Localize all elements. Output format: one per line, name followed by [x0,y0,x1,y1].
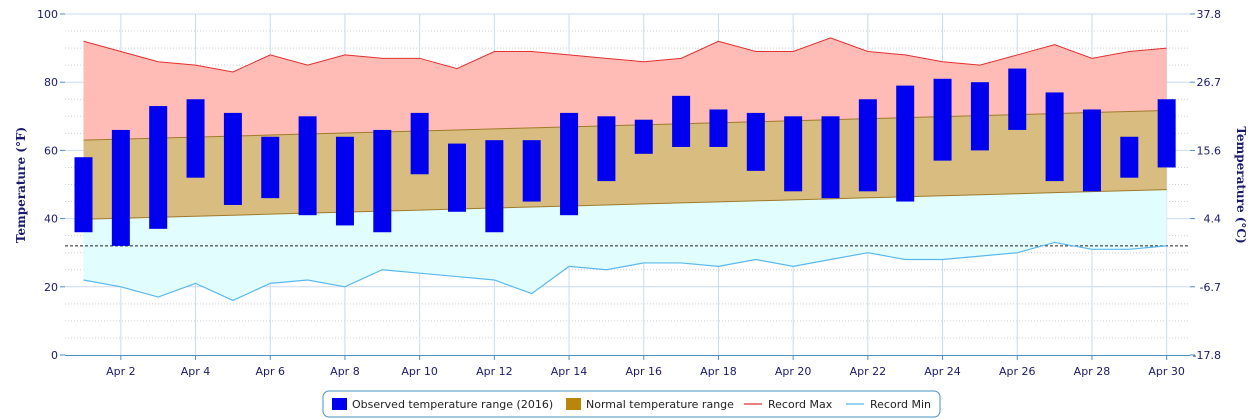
y-left-tick-label: 60 [44,144,58,157]
observed-bar [448,143,466,212]
observed-bar [111,129,130,246]
x-tick-label: Apr 28 [1074,365,1111,378]
y-left-tick-label: 0 [51,349,58,362]
normal-range-band [83,110,1167,220]
legend-label: Record Min [870,398,931,411]
record-min-line [83,241,1167,302]
observed-bar [1157,99,1176,168]
record-low-band [83,189,1167,301]
legend-label: Normal temperature range [586,398,734,411]
y-right-tick-label: 15.6 [1197,144,1222,157]
x-tick-label: Apr 20 [775,365,812,378]
band-areas [65,37,1190,301]
y-axis-left-title: Temperature (°F) [14,127,28,243]
observed-bar [522,140,541,202]
legend-swatch [332,398,347,410]
x-tick-label: Apr 18 [700,365,737,378]
record-lines [83,37,1167,302]
y-left-tick-label: 40 [44,213,58,226]
observed-bar [410,112,429,175]
legend-swatch [566,398,581,410]
observed-bar [1082,109,1101,192]
y-left-tick-label: 20 [44,281,58,294]
observed-bar [223,112,242,205]
y-right-tick-label: -6.7 [1200,281,1221,294]
observed-bar [298,116,317,216]
legend-label: Observed temperature range (2016) [352,398,553,411]
x-tick-label: Apr 14 [551,365,588,378]
observed-bar [970,82,989,151]
x-tick-label: Apr 2 [106,365,136,378]
x-tick-label: Apr 6 [255,365,285,378]
x-tick-label: Apr 24 [924,365,961,378]
observed-bar [485,140,504,233]
x-tick-label: Apr 4 [181,365,211,378]
observed-bar [896,85,915,202]
x-tick-label: Apr 8 [330,365,360,378]
y-left-tick-label: 80 [44,76,58,89]
axes: 0 -17.8 20 -6.7 40 4.4 60 15.6 80 26.7 100 37.8 Apr … [37,8,1221,378]
observed-bar [261,136,280,199]
observed-bar [709,109,728,147]
observed-bar [634,119,653,154]
y-right-tick-label: 37.8 [1197,8,1222,21]
observed-bar [858,99,877,192]
observed-bar [784,116,803,192]
observed-bars [74,68,1176,246]
observed-bar [186,99,205,178]
observed-bar [560,112,579,216]
x-tick-label: Apr 10 [401,365,438,378]
observed-bar [821,116,840,199]
observed-bar [933,78,952,161]
observed-bar [672,95,691,147]
legend: Observed temperature range (2016) Normal … [322,390,941,418]
observed-bar [74,157,93,233]
observed-bar [746,112,765,171]
observed-bar [597,116,616,182]
record-max-line [83,37,1167,73]
y-left-tick-label: 100 [37,8,58,21]
normal-low-line [83,189,1167,220]
x-tick-label: Apr 30 [1148,365,1185,378]
y-right-tick-label: -17.8 [1193,349,1221,362]
y-right-tick-label: 26.7 [1197,76,1222,89]
observed-bar [149,106,168,229]
observed-bar [1008,68,1027,130]
record-high-band [83,37,1167,141]
x-tick-label: Apr 12 [476,365,513,378]
x-tick-label: Apr 22 [850,365,887,378]
y-right-tick-label: 4.4 [1204,213,1222,226]
observed-bar [1120,136,1139,178]
x-tick-label: Apr 26 [999,365,1036,378]
legend-label: Record Max [768,398,833,411]
observed-bar [1045,92,1064,182]
observed-bar [373,129,392,233]
x-tick-label: Apr 16 [625,365,662,378]
legend-box [322,390,941,418]
observed-bar [335,136,354,226]
y-axis-right-title: Temperature (°C) [1234,126,1248,243]
